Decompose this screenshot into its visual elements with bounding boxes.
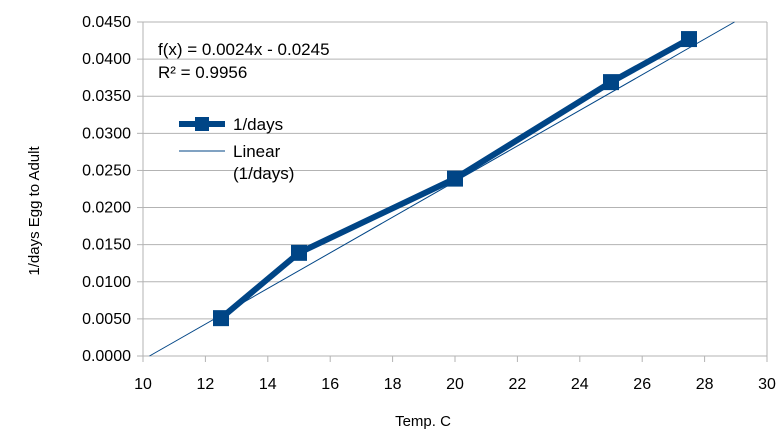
x-tick-label: 10 [134, 376, 152, 393]
grid [143, 21, 767, 357]
y-tick-label: 0.0150 [82, 237, 131, 254]
y-tick-label: 0.0300 [82, 125, 131, 142]
data-point-marker [681, 31, 697, 48]
data-point-marker [603, 74, 619, 91]
legend-trendline-label-line2: (1/days) [233, 164, 294, 183]
legend: 1/days Linear (1/days) [179, 115, 294, 183]
x-tick-label: 22 [509, 376, 527, 393]
y-tick-label: 0.0100 [82, 274, 131, 291]
x-tick-label: 20 [446, 376, 464, 393]
x-tick-label: 12 [197, 376, 215, 393]
data-point-marker [213, 310, 229, 327]
x-tick-label: 30 [758, 376, 776, 393]
data-point-marker [291, 244, 307, 261]
y-tick-label: 0.0450 [82, 14, 131, 31]
x-tick-label: 28 [696, 376, 714, 393]
tick-labels: 0.0000 0.0050 0.0100 0.0150 0.0200 0.0250 0.03… [82, 14, 776, 393]
x-tick-label: 14 [259, 376, 277, 393]
y-axis-title: 1/days Egg to Adult [26, 146, 43, 276]
series-layer [213, 31, 697, 327]
y-tick-label: 0.0250 [82, 162, 131, 179]
r-squared-label: R² = 0.9956 [158, 63, 247, 82]
x-tick-label: 26 [633, 376, 651, 393]
y-tick-label: 0.0000 [82, 348, 131, 365]
x-tick-label: 24 [571, 376, 589, 393]
y-tick-label: 0.0200 [82, 200, 131, 217]
trendline-equation: f(x) = 0.0024x - 0.0245 [158, 40, 330, 59]
legend-series-marker [195, 117, 209, 131]
trendline-layer [149, 21, 735, 357]
data-point-marker [447, 170, 463, 187]
trendline [149, 21, 735, 357]
y-tick-label: 0.0050 [82, 311, 131, 328]
x-axis-title: Temp. C [395, 413, 451, 430]
axes [137, 21, 768, 362]
legend-series-label: 1/days [233, 115, 283, 134]
y-tick-label: 0.0350 [82, 88, 131, 105]
y-tick-label: 0.0400 [82, 51, 131, 68]
legend-trendline-label-line1: Linear [233, 142, 281, 161]
x-tick-label: 16 [321, 376, 339, 393]
x-tick-label: 18 [384, 376, 402, 393]
